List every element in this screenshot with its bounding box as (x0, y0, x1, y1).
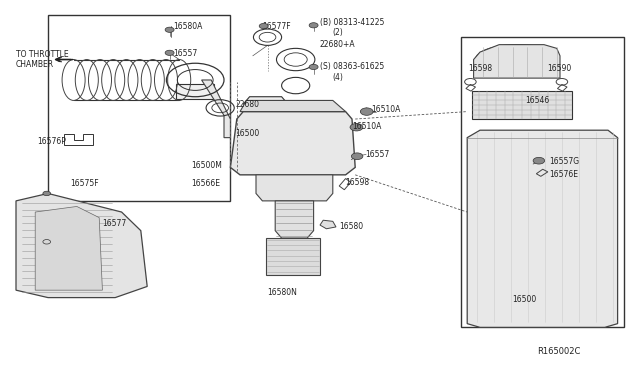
Text: 16500M: 16500M (191, 161, 221, 170)
Polygon shape (467, 130, 618, 327)
Text: TO THROTTLE
CHAMBER: TO THROTTLE CHAMBER (16, 50, 68, 69)
Text: 16576E: 16576E (549, 170, 578, 179)
Text: R165002C: R165002C (538, 347, 581, 356)
Text: (2): (2) (333, 28, 344, 37)
Circle shape (43, 191, 51, 196)
Text: 16598: 16598 (468, 64, 493, 73)
FancyBboxPatch shape (472, 91, 572, 119)
Circle shape (360, 108, 373, 115)
Polygon shape (240, 100, 346, 112)
Text: (S) 08363-61625: (S) 08363-61625 (320, 62, 384, 71)
Text: 16566E: 16566E (191, 179, 220, 187)
Text: 16546: 16546 (525, 96, 549, 105)
Polygon shape (474, 45, 560, 78)
Polygon shape (230, 112, 355, 175)
Text: 22680+A: 22680+A (320, 40, 356, 49)
FancyBboxPatch shape (176, 84, 214, 99)
Polygon shape (16, 193, 147, 298)
Text: 16510A: 16510A (352, 122, 381, 131)
Text: (B) 08313-41225: (B) 08313-41225 (320, 18, 385, 27)
Polygon shape (202, 80, 230, 138)
Text: (4): (4) (333, 73, 344, 81)
Text: 16557: 16557 (173, 49, 197, 58)
Polygon shape (266, 238, 320, 275)
Text: 16576P: 16576P (37, 137, 66, 146)
Text: 16500: 16500 (512, 295, 536, 304)
Circle shape (309, 64, 318, 70)
Polygon shape (320, 220, 336, 229)
Polygon shape (275, 201, 314, 238)
Text: 16598: 16598 (346, 178, 370, 187)
Text: 16577F: 16577F (262, 22, 291, 31)
Text: 16557G: 16557G (549, 157, 579, 166)
Circle shape (533, 157, 545, 164)
Text: 16500: 16500 (236, 129, 260, 138)
Polygon shape (256, 175, 333, 201)
Text: 16580A: 16580A (173, 22, 202, 31)
Circle shape (350, 124, 363, 131)
Text: 16575F: 16575F (70, 179, 99, 187)
Text: 16590: 16590 (547, 64, 572, 73)
Circle shape (351, 153, 363, 160)
Text: 16577: 16577 (102, 219, 127, 228)
Circle shape (165, 27, 174, 32)
Text: 16510A: 16510A (371, 105, 401, 114)
Polygon shape (35, 206, 102, 290)
Text: 16557: 16557 (365, 150, 389, 159)
Text: 16580N: 16580N (268, 288, 298, 296)
Polygon shape (243, 97, 288, 104)
Text: 16580: 16580 (339, 222, 364, 231)
Circle shape (259, 23, 268, 29)
Text: 22680: 22680 (236, 100, 260, 109)
Circle shape (309, 23, 318, 28)
Circle shape (165, 50, 174, 55)
